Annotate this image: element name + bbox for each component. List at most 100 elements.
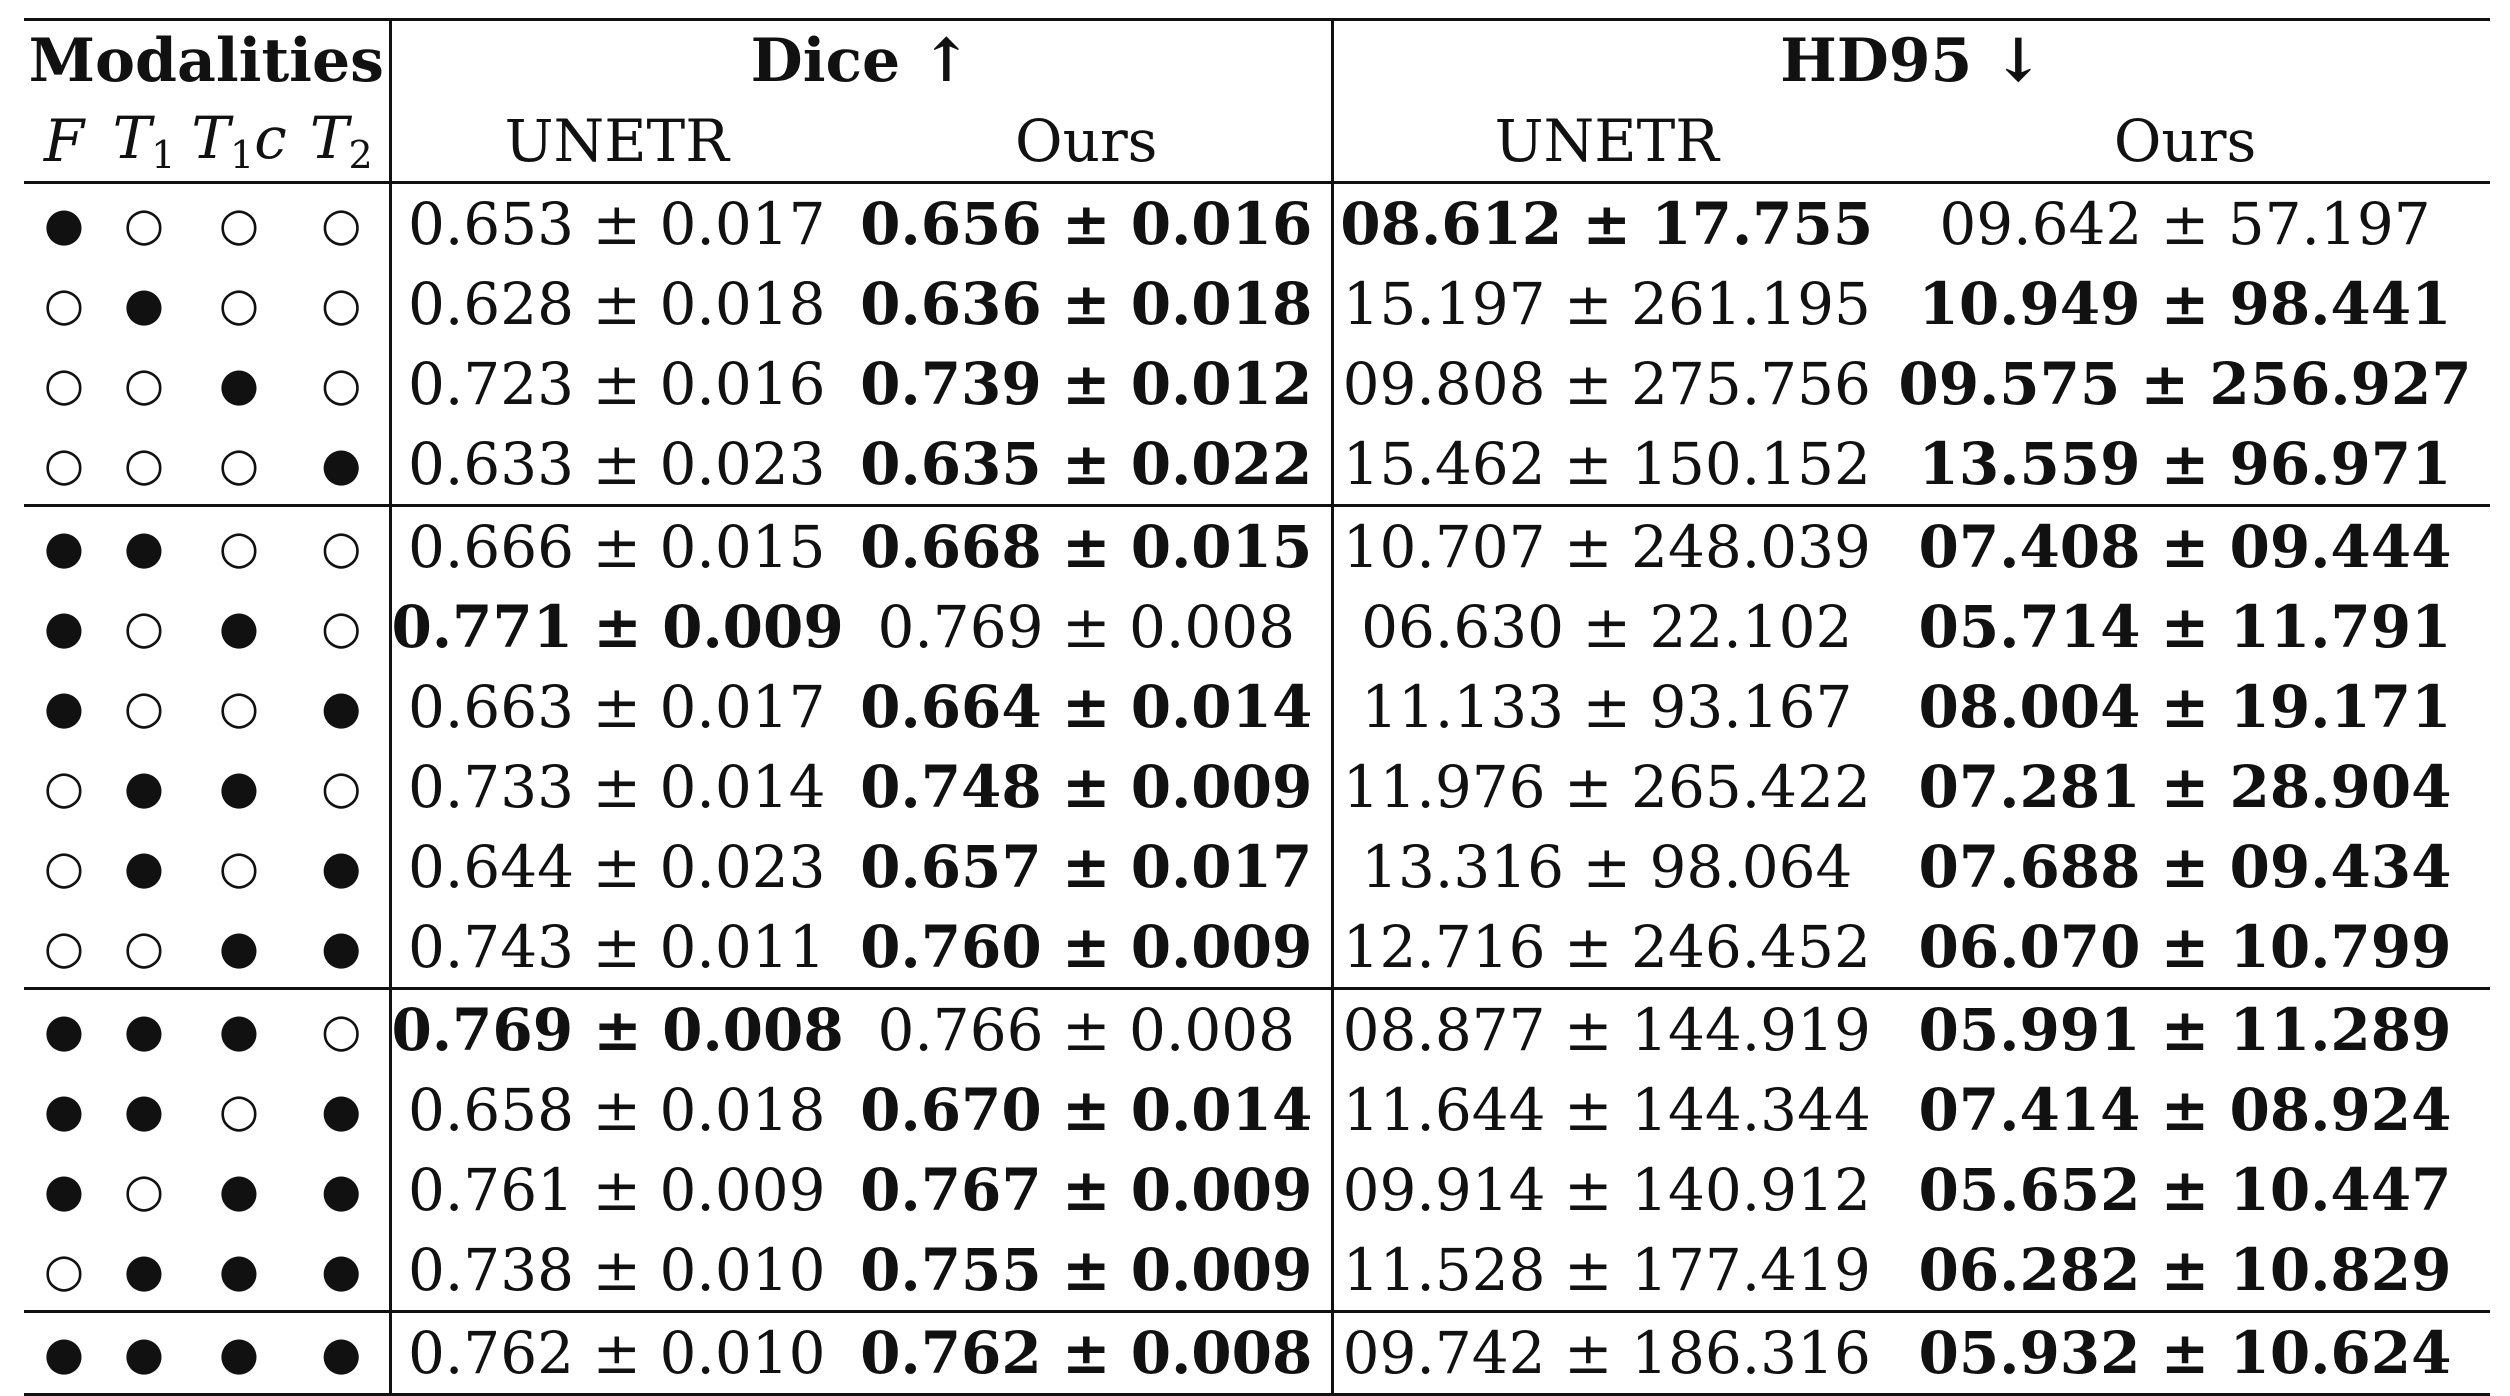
table-row: ● ● ● ● 0.762 ± 0.010 0.762 ± 0.008 09.742 ± 1… [24, 1310, 2491, 1396]
dice-ours-cell: 0.668 ± 0.015 [842, 504, 1334, 587]
modality-col-f: F [24, 101, 104, 183]
dice-unetr-cell: 0.743 ± 0.011 [407, 913, 826, 981]
modality-t1-present-icon: ● [123, 1083, 165, 1137]
modality-t1-sub: 1 [151, 132, 176, 177]
modality-t2-present-icon: ● [294, 1230, 392, 1312]
dice-unetr-cell: 0.628 ± 0.018 [407, 270, 826, 338]
modality-t1-absent-icon: ○ [123, 680, 165, 734]
modality-t2-present-icon: ● [294, 424, 392, 506]
modality-f-present-icon: ● [43, 680, 85, 734]
hd95-ours-cell: 10.949 ± 98.441 [1918, 270, 2452, 338]
hd95-unetr-cell: 09.742 ± 186.316 [1332, 1310, 1881, 1396]
hd95-unetr-cell: 06.630 ± 22.102 [1361, 593, 1853, 661]
modality-f-absent-icon: ○ [43, 437, 85, 491]
dice-ours-cell: 0.767 ± 0.009 [842, 1150, 1334, 1230]
dice-header: Dice ↑ [390, 19, 1334, 101]
hd95-header: HD95 ↓ [1780, 26, 2044, 96]
table-row: ● ○ ○ ○ 0.653 ± 0.017 0.656 ± 0.016 08.612 ± 1… [24, 181, 2491, 264]
modality-f-present-icon: ● [24, 181, 104, 264]
hd95-unetr-cell: 12.716 ± 246.452 [1342, 913, 1871, 981]
table-row: ○ ● ● ○ 0.733 ± 0.014 0.748 ± 0.009 11.976 ± 2… [24, 747, 2490, 827]
results-table: Modalities Dice ↑ HD95 ↓ F T1 T1c T2 UNE… [24, 18, 2491, 1396]
dice-ours-cell: 0.636 ± 0.018 [842, 264, 1334, 344]
dice-unetr-cell: 0.769 ± 0.008 [390, 987, 844, 1070]
hd95-ours-cell: 05.932 ± 10.624 [1880, 1310, 2491, 1396]
hd95-ours-cell: 07.408 ± 09.444 [1880, 504, 2491, 587]
modality-t2-sub: 2 [348, 132, 373, 177]
modality-t1c-present-icon: ● [218, 600, 260, 654]
hd95-ours-cell: 05.714 ± 11.791 [1918, 593, 2452, 661]
modality-t2-present-icon: ● [294, 1150, 392, 1230]
table-row: ○ ● ● ● 0.738 ± 0.010 0.755 ± 0.009 11.528 ± 1… [24, 1230, 2490, 1312]
dice-unetr-cell: 0.653 ± 0.017 [390, 181, 842, 264]
modality-col-t1: T1 [104, 101, 184, 183]
hd95-unetr-cell: 13.316 ± 98.064 [1361, 833, 1853, 901]
modality-t1c-sub: 1 [230, 132, 255, 177]
dice-ours-cell: 0.769 ± 0.008 [842, 587, 1334, 667]
dice-unetr-cell: 0.771 ± 0.009 [391, 593, 844, 661]
table-row: ● ● ○ ● 0.658 ± 0.018 0.670 ± 0.014 11.644 ± 1… [24, 1070, 2490, 1150]
dice-ours-cell: 0.766 ± 0.008 [842, 987, 1334, 1070]
hd95-ours-cell: 07.281 ± 28.904 [1918, 753, 2452, 821]
hd95-ours-cell: 05.991 ± 11.289 [1880, 987, 2491, 1070]
modality-t2-present-icon: ● [294, 1310, 392, 1396]
hd95-ours-cell: 08.004 ± 19.171 [1918, 673, 2452, 741]
modality-t1c-absent-icon: ○ [218, 437, 260, 491]
modality-t2-absent-icon: ○ [294, 181, 392, 264]
hd95-unetr-cell: 10.707 ± 248.039 [1332, 504, 1881, 587]
dice-ours-cell: 0.657 ± 0.017 [842, 827, 1334, 907]
table-row: ● ● ● ○ 0.769 ± 0.008 0.766 ± 0.008 08.877 ± 1… [24, 987, 2491, 1070]
hd95-unetr-cell: 11.644 ± 144.344 [1342, 1076, 1871, 1144]
modality-f-absent-icon: ○ [43, 760, 85, 814]
dice-unetr-cell: 0.658 ± 0.018 [407, 1076, 826, 1144]
modality-f-absent-icon: ○ [43, 920, 85, 974]
dice-unetr-cell: 0.666 ± 0.015 [390, 504, 842, 587]
modality-f-present-icon: ● [43, 1083, 85, 1137]
dice-ours-cell: 0.748 ± 0.009 [842, 747, 1334, 827]
hd95-unetr-cell: 08.877 ± 144.919 [1332, 987, 1881, 1070]
modality-t1-present-icon: ● [123, 1243, 165, 1297]
dice-ours-cell: 0.656 ± 0.016 [842, 181, 1334, 264]
hd95-unetr-cell: 11.976 ± 265.422 [1342, 753, 1871, 821]
modality-f-absent-icon: ○ [43, 840, 85, 894]
modality-t1-present-icon: ● [123, 840, 165, 894]
modality-t2-present-icon: ● [294, 827, 392, 907]
modality-t1c-present-icon: ● [184, 1310, 294, 1396]
modality-t1-present-icon: ● [104, 987, 184, 1070]
header-row-2: F T1 T1c T2 UNETR Ours UNETR Ours [24, 101, 2490, 183]
modality-t2-present-icon: ● [294, 1070, 392, 1150]
dice-unetr-cell: 0.633 ± 0.023 [407, 430, 826, 498]
modality-t1c-present-icon: ● [218, 920, 260, 974]
dice-ours-cell: 0.670 ± 0.014 [842, 1070, 1334, 1150]
header-row-1: Modalities Dice ↑ HD95 ↓ [24, 19, 2491, 101]
hd95-unetr-cell: 15.462 ± 150.152 [1342, 430, 1871, 498]
modality-t2-absent-icon: ○ [294, 587, 392, 667]
modality-t1-absent-icon: ○ [123, 1163, 165, 1217]
modality-t1c-absent-icon: ○ [218, 1083, 260, 1137]
modality-t2-absent-icon: ○ [294, 747, 392, 827]
modality-t2-present-icon: ● [294, 667, 392, 747]
modality-t1-base: T [112, 103, 152, 172]
modality-t1c-present-icon: ● [218, 1243, 260, 1297]
modality-t2-absent-icon: ○ [294, 504, 392, 587]
dice-ours-cell: 0.664 ± 0.014 [842, 667, 1334, 747]
dice-unetr-cell: 0.723 ± 0.016 [407, 350, 826, 418]
modality-f-present-icon: ● [43, 600, 85, 654]
table-row: ○ ● ○ ○ 0.628 ± 0.018 0.636 ± 0.018 15.197 ± 2… [24, 264, 2490, 344]
modalities-header: Modalities [24, 19, 392, 101]
modality-t2-absent-icon: ○ [294, 264, 392, 344]
modality-f-label: F [43, 107, 85, 175]
modality-f-absent-icon: ○ [43, 357, 85, 411]
hd95-unetr-cell: 11.528 ± 177.419 [1342, 1236, 1871, 1304]
modality-t1-absent-icon: ○ [123, 437, 165, 491]
modality-t1-present-icon: ● [123, 277, 165, 331]
modality-f-present-icon: ● [43, 1163, 85, 1217]
modality-f-absent-icon: ○ [43, 277, 85, 331]
dice-ours-cell: 0.760 ± 0.009 [842, 907, 1334, 989]
hd95-ours-cell: 09.575 ± 256.927 [1898, 350, 2472, 418]
modality-f-present-icon: ● [24, 987, 104, 1070]
results-body: ● ○ ○ ○ 0.653 ± 0.017 0.656 ± 0.016 08.612 ± 1… [24, 181, 2491, 1396]
modality-col-t2: T2 [294, 101, 392, 183]
dice-unetr-cell: 0.761 ± 0.009 [407, 1156, 826, 1224]
table-row: ○ ● ○ ● 0.644 ± 0.023 0.657 ± 0.017 13.316 ± 9… [24, 827, 2490, 907]
